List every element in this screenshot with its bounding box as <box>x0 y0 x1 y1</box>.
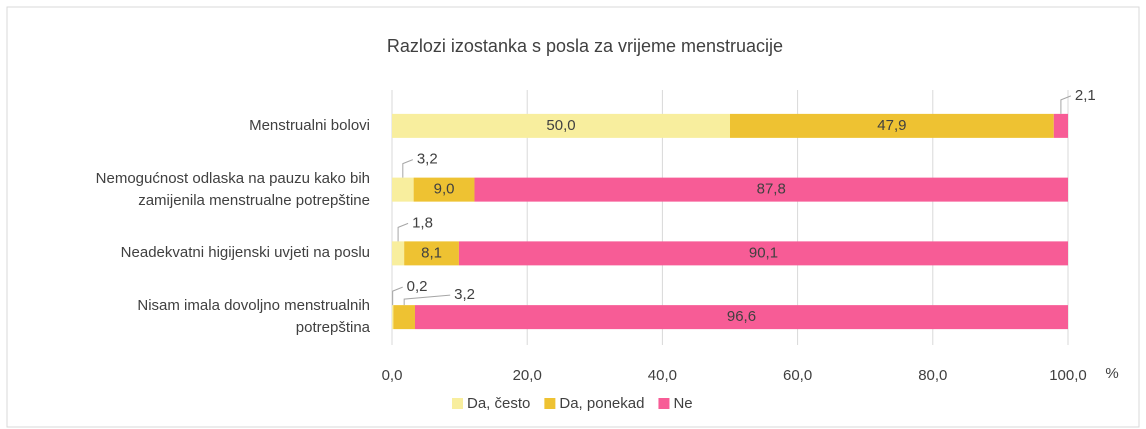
bar-segment <box>392 305 394 330</box>
bar-segment <box>413 177 475 202</box>
bar-segment <box>392 241 405 266</box>
x-tick-label: 80,0 <box>918 367 947 384</box>
legend-label: Ne <box>673 395 692 412</box>
x-tick-label: 60,0 <box>783 367 812 384</box>
leader-line <box>1060 95 1072 114</box>
data-label: 0,2 <box>407 278 428 295</box>
data-label: 2,1 <box>1075 87 1096 104</box>
x-tick-label: 20,0 <box>513 367 542 384</box>
bar-segment <box>393 305 415 330</box>
legend-swatch <box>544 398 556 409</box>
x-tick-label: 100,0 <box>1049 367 1087 384</box>
data-label: 50,0 <box>546 117 575 134</box>
data-label: 87,8 <box>757 181 786 198</box>
bar-segment <box>730 113 1054 138</box>
leader-line <box>392 286 403 306</box>
y-tick-label: Neadekvatni higijenski uvjeti na poslu <box>120 244 370 262</box>
bar-segment <box>404 241 459 266</box>
x-tick-label: 0,0 <box>382 367 403 384</box>
x-tick-label: 40,0 <box>648 367 677 384</box>
bar-segment <box>392 113 730 138</box>
data-label: 3,2 <box>417 151 438 168</box>
bar-segment <box>1053 113 1068 138</box>
chart-title: Razlozi izostanka s posla za vrijeme men… <box>387 36 783 56</box>
data-label: 9,0 <box>434 181 455 198</box>
data-label: 3,2 <box>454 286 475 303</box>
bar-segment <box>414 305 1068 330</box>
data-label: 8,1 <box>421 244 442 261</box>
legend-label: Da, ponekad <box>559 395 644 412</box>
legend-swatch <box>658 398 670 409</box>
leader-line <box>397 222 409 242</box>
y-tick-label: Nisam imala dovoljno menstrualnih potrep… <box>137 297 370 337</box>
legend-swatch <box>452 398 463 409</box>
bar-segment <box>474 177 1068 202</box>
y-tick-label: Nemogućnost odlaska na pauzu kako bih za… <box>95 169 370 209</box>
bar-segment <box>392 177 414 202</box>
chart-border <box>6 6 1140 428</box>
data-label: 90,1 <box>749 244 778 261</box>
data-label: 96,6 <box>727 308 756 325</box>
data-label: 47,9 <box>877 117 906 134</box>
legend-label: Da, često <box>467 395 530 412</box>
x-axis-unit: % <box>1105 365 1118 382</box>
bar-segment <box>458 241 1068 266</box>
leader-line <box>403 294 451 306</box>
y-tick-label: Menstrualni bolovi <box>249 116 370 134</box>
leader-line <box>402 159 414 178</box>
data-label: 1,8 <box>412 214 433 231</box>
